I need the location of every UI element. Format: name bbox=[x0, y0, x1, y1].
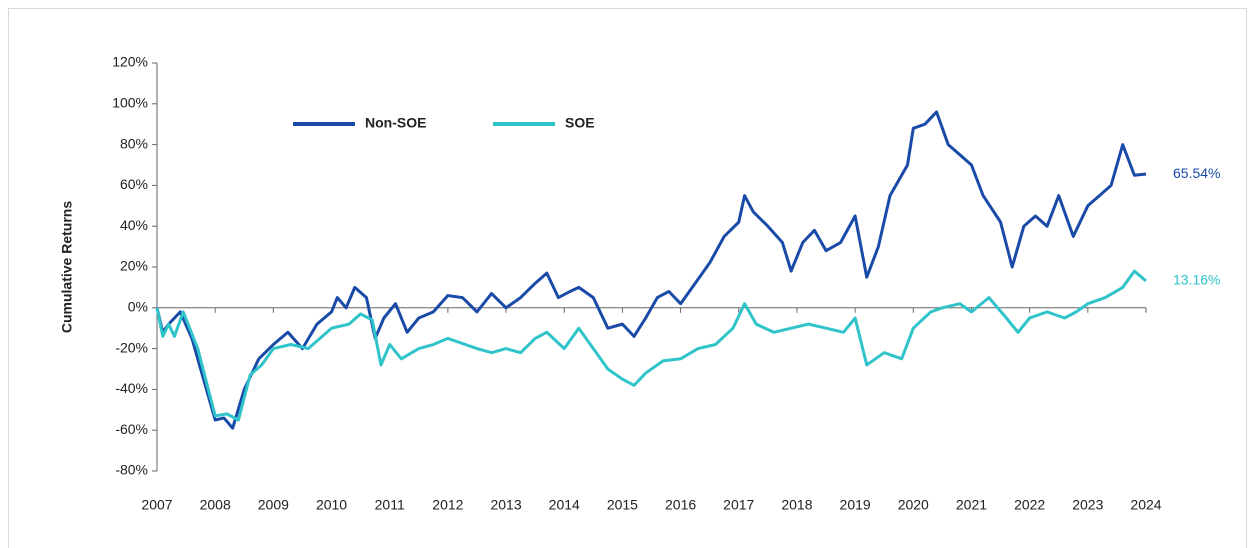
y-tick-label: 40% bbox=[120, 217, 148, 233]
x-tick-label: 2010 bbox=[316, 497, 347, 513]
x-tick-label: 2009 bbox=[258, 497, 289, 513]
y-tick-label: -20% bbox=[115, 339, 148, 355]
y-tick-label: 20% bbox=[120, 258, 148, 274]
end-label: 65.54% bbox=[1173, 165, 1220, 181]
y-tick-label: -80% bbox=[115, 462, 148, 478]
y-tick-label: 100% bbox=[112, 95, 148, 111]
y-tick-label: 60% bbox=[120, 176, 148, 192]
x-tick-label: 2023 bbox=[1072, 497, 1103, 513]
x-tick-label: 2011 bbox=[375, 497, 405, 513]
legend-label: Non-SOE bbox=[365, 115, 426, 131]
x-tick-label: 2012 bbox=[432, 497, 463, 513]
x-tick-label: 2015 bbox=[607, 497, 638, 513]
x-tick-label: 2020 bbox=[898, 497, 929, 513]
y-tick-label: -40% bbox=[115, 380, 148, 396]
x-tick-label: 2008 bbox=[200, 497, 231, 513]
x-tick-label: 2021 bbox=[956, 497, 987, 513]
x-tick-label: 2016 bbox=[665, 497, 696, 513]
x-tick-label: 2024 bbox=[1130, 497, 1161, 513]
x-tick-label: 2007 bbox=[141, 497, 172, 513]
x-tick-label: 2013 bbox=[490, 497, 521, 513]
y-axis-label: Cumulative Returns bbox=[59, 201, 75, 333]
y-tick-label: 0% bbox=[128, 299, 148, 315]
x-tick-label: 2018 bbox=[781, 497, 812, 513]
y-tick-label: 120% bbox=[112, 54, 148, 70]
x-tick-label: 2014 bbox=[549, 497, 580, 513]
frame bbox=[8, 8, 1247, 548]
end-label: 13.16% bbox=[1173, 272, 1220, 288]
x-tick-label: 2017 bbox=[723, 497, 754, 513]
x-tick-label: 2022 bbox=[1014, 497, 1045, 513]
series-line bbox=[155, 110, 1147, 430]
series-line bbox=[155, 269, 1147, 422]
x-tick-label: 2019 bbox=[840, 497, 871, 513]
legend-label: SOE bbox=[565, 115, 595, 131]
y-tick-label: -60% bbox=[115, 421, 148, 437]
y-tick-label: 80% bbox=[120, 135, 148, 151]
